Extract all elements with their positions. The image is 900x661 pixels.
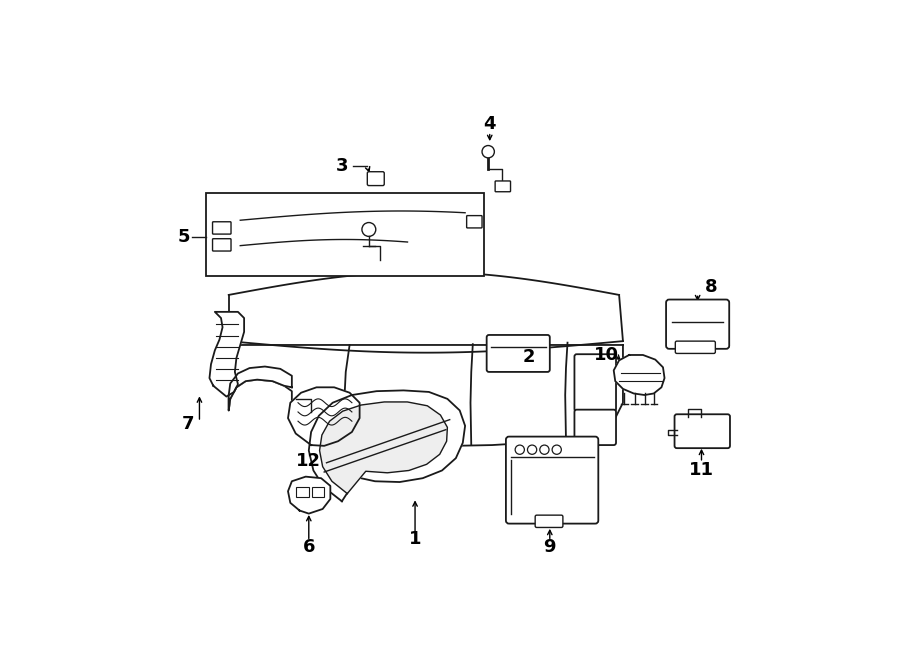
Polygon shape xyxy=(229,341,623,446)
FancyBboxPatch shape xyxy=(506,437,598,524)
Polygon shape xyxy=(614,355,664,395)
Polygon shape xyxy=(288,387,360,446)
FancyBboxPatch shape xyxy=(536,515,562,527)
Text: 3: 3 xyxy=(336,157,348,175)
Circle shape xyxy=(527,445,536,454)
FancyBboxPatch shape xyxy=(574,410,616,445)
FancyBboxPatch shape xyxy=(487,335,550,372)
Circle shape xyxy=(362,223,376,237)
FancyBboxPatch shape xyxy=(495,181,510,192)
Polygon shape xyxy=(229,272,623,353)
Circle shape xyxy=(515,445,525,454)
Text: 9: 9 xyxy=(544,537,556,556)
Bar xyxy=(312,487,324,496)
Text: 11: 11 xyxy=(689,461,714,479)
FancyBboxPatch shape xyxy=(574,354,616,411)
FancyBboxPatch shape xyxy=(666,299,729,349)
Text: 6: 6 xyxy=(302,537,315,556)
Polygon shape xyxy=(309,391,465,501)
Text: 2: 2 xyxy=(523,348,536,366)
Circle shape xyxy=(540,445,549,454)
Text: 7: 7 xyxy=(182,415,194,433)
FancyBboxPatch shape xyxy=(212,222,231,234)
Circle shape xyxy=(552,445,562,454)
Text: 10: 10 xyxy=(593,346,618,364)
Text: 4: 4 xyxy=(483,115,496,133)
Text: 5: 5 xyxy=(178,228,190,246)
Circle shape xyxy=(482,145,494,158)
FancyBboxPatch shape xyxy=(675,341,716,354)
Polygon shape xyxy=(288,477,330,514)
FancyBboxPatch shape xyxy=(674,414,730,448)
FancyBboxPatch shape xyxy=(212,239,231,251)
FancyBboxPatch shape xyxy=(466,215,482,228)
FancyBboxPatch shape xyxy=(367,172,384,186)
Polygon shape xyxy=(210,312,244,397)
Polygon shape xyxy=(229,367,292,410)
Bar xyxy=(205,193,484,276)
Text: 8: 8 xyxy=(706,278,718,296)
Polygon shape xyxy=(320,402,447,494)
Text: 1: 1 xyxy=(409,530,421,548)
Bar xyxy=(296,487,309,496)
Text: 12: 12 xyxy=(296,452,321,470)
